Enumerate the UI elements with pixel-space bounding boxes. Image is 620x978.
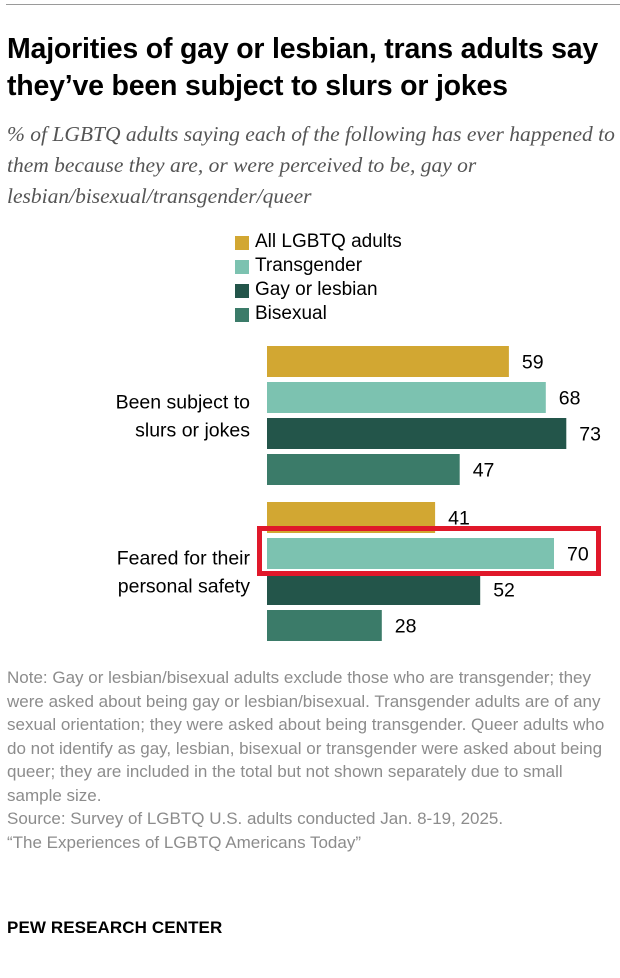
note-text: Note: Gay or lesbian/bisexual adults exc…: [7, 668, 605, 805]
value-label-gay-or-lesbian-1: 73: [579, 424, 601, 446]
legend-label-all: All LGBTQ adults: [255, 231, 402, 252]
category-label-1-line-2: slurs or jokes: [135, 420, 250, 442]
category-label-1-line-1: Been subject to: [116, 392, 251, 414]
value-label-all-lgbtq-adults-2: 41: [448, 508, 470, 530]
value-label-transgender-2: 70: [567, 544, 589, 566]
legend-swatch-all: [235, 236, 249, 250]
highlight-box: [257, 526, 601, 576]
category-label-2-line-1: Feared for their: [117, 548, 251, 570]
top-rule: [6, 4, 620, 5]
category-label-2-line-2: personal safety: [118, 576, 250, 598]
bar-bisexual-1: [267, 454, 460, 485]
legend-label-bisexual: Bisexual: [255, 303, 327, 324]
legend-swatch-transgender: [235, 260, 249, 274]
bar-transgender-2: [267, 538, 554, 569]
source-text: Source: Survey of LGBTQ U.S. adults cond…: [7, 809, 504, 828]
legend-label-gay-or-lesbian: Gay or lesbian: [255, 279, 378, 300]
bar-bisexual-2: [267, 610, 382, 641]
bar-gay-or-lesbian-2: [267, 574, 481, 605]
footer-brand: PEW RESEARCH CENTER: [7, 918, 223, 937]
value-label-gay-or-lesbian-2: 52: [493, 580, 515, 602]
bar-chart: 59 68 73 47 Been subject to slurs or jokes 41 7…: [116, 346, 601, 641]
legend-label-transgender: Transgender: [255, 255, 363, 276]
bar-gay-or-lesbian-1: [267, 418, 567, 449]
legend-swatch-gay-or-lesbian: [235, 284, 249, 298]
bar-all-lgbtq-adults-1: [267, 346, 509, 377]
note-block: Note: Gay or lesbian/bisexual adults exc…: [7, 666, 617, 854]
value-label-all-lgbtq-adults-1: 59: [522, 352, 544, 374]
value-label-bisexual-1: 47: [473, 460, 495, 482]
chart-subtitle: % of LGBTQ adults saying each of the fol…: [7, 122, 615, 208]
value-label-transgender-1: 68: [559, 388, 581, 410]
legend-swatch-bisexual: [235, 308, 249, 322]
value-label-bisexual-2: 28: [395, 616, 417, 638]
bar-transgender-1: [267, 382, 546, 413]
chart-title: Majorities of gay or lesbian, trans adul…: [7, 33, 599, 102]
report-title: “The Experiences of LGBTQ Americans Toda…: [7, 832, 362, 852]
